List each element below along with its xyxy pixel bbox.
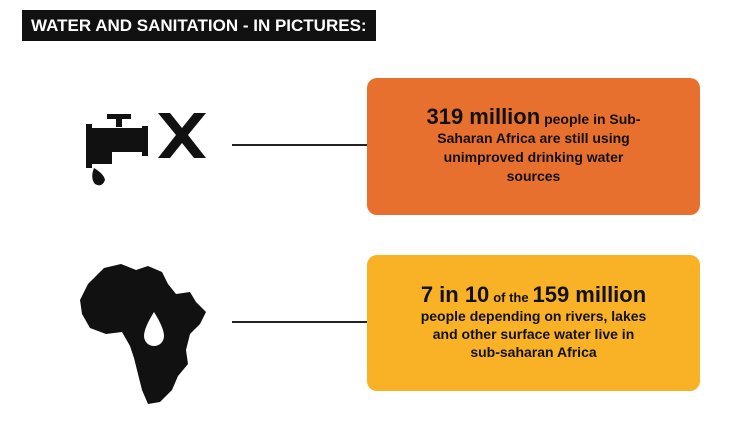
highlight: 7 in 10 [420, 281, 490, 307]
connector-line [232, 321, 367, 323]
tap-icon [86, 113, 206, 186]
info-box: 7 in 10 of the 159 million people dependi… [367, 255, 700, 391]
africa-icon [80, 264, 206, 404]
title: WATER AND SANITATION - IN PICTURES: [22, 10, 376, 41]
info-box: 319 million people in Sub-Saharan Africa… [367, 78, 700, 215]
body-text: people in Sub-Saharan Africa are still u… [437, 111, 641, 184]
body-text: people depending on rivers, lakes and ot… [420, 307, 647, 360]
highlight: 319 million [426, 104, 541, 129]
connector-line [232, 144, 367, 146]
info-text: 319 million people in Sub-Saharan Africa… [415, 104, 652, 186]
highlight: 159 million [532, 281, 647, 307]
info-text: 7 in 10 of the 159 million people dependi… [419, 283, 648, 361]
connector-text: of the [493, 289, 529, 305]
